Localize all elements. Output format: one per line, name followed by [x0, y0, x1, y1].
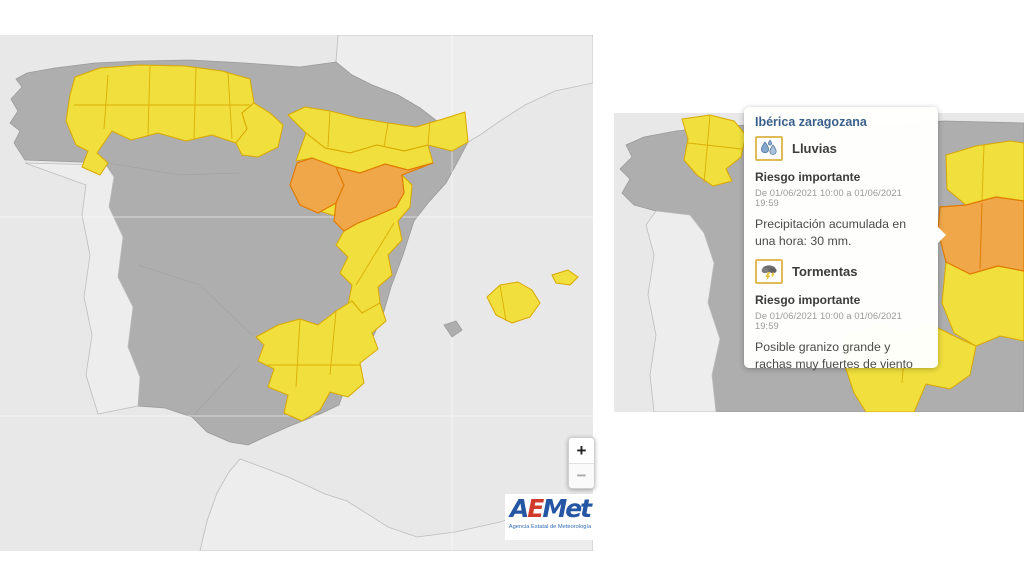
spain-warnings-map[interactable] [0, 35, 593, 551]
warning-zone-yellow-mallorca[interactable] [486, 281, 541, 324]
warning-level: Riesgo importante [755, 293, 861, 308]
warning-level: Riesgo importante [755, 170, 861, 184]
warning-period: De 01/06/2021 10:00 a 01/06/2021 19:59 [755, 311, 902, 332]
warning-description: Precipitación acumulada en una hora: 30 … [755, 217, 907, 248]
orange-zone-border [979, 202, 983, 270]
zoom-out-button[interactable]: − [569, 463, 594, 488]
aemet-logo-word: AEMet [509, 494, 592, 523]
warning-item-tormentas: Tormentas Riesgo importante De 01/06/202… [755, 259, 927, 372]
spain-map-canvas [0, 35, 593, 551]
zoom-in-button[interactable]: + [569, 438, 594, 463]
warning-zone-yellow-southeast-cluster[interactable] [255, 300, 387, 422]
warning-zone-orange-iberica-zaragozana[interactable] [333, 162, 434, 232]
warning-description: Posible granizo grande y rachas muy fuer… [755, 340, 913, 371]
warning-period: De 01/06/2021 10:00 a 01/06/2021 19:59 [755, 188, 902, 208]
province-borders [107, 162, 253, 418]
tooltip-region-title: Ibérica zaragozana [755, 115, 867, 129]
warning-zone-yellow-northwest[interactable] [681, 114, 747, 187]
storm-icon [761, 265, 777, 281]
warning-zone-yellow-lower-right[interactable] [941, 261, 1024, 347]
warning-type-label: Tormentas [792, 264, 858, 280]
yellow-warning-zones[interactable] [65, 64, 579, 422]
warning-item-lluvias: Lluvias Riesgo importante De 01/06/2021 … [755, 136, 927, 249]
warning-tooltip: Ibérica zaragozana Lluvias Riesgo import… [744, 107, 946, 371]
orange-warning-zones[interactable] [289, 157, 434, 232]
aemet-logo: AEMet Agencia Estatal de Meteorología [505, 494, 595, 540]
warning-zone-yellow-rioja[interactable] [235, 102, 284, 158]
storm-icon-box [755, 259, 783, 285]
warning-zone-yellow-upper-right[interactable] [945, 140, 1024, 206]
warning-type-label: Lluvias [792, 141, 837, 156]
warning-zone-yellow-north-band[interactable] [65, 64, 255, 176]
portugal-landmass-zoomed [645, 210, 721, 412]
portugal-landmass [24, 162, 141, 415]
rain-icon [761, 138, 777, 155]
ibiza-island [443, 320, 463, 338]
warning-zone-yellow-menorca[interactable] [551, 269, 579, 286]
rain-icon-box [755, 136, 783, 161]
aemet-logo-tagline: Agencia Estatal de Meteorología [508, 524, 592, 530]
map-zoom-control: + − [568, 437, 595, 489]
